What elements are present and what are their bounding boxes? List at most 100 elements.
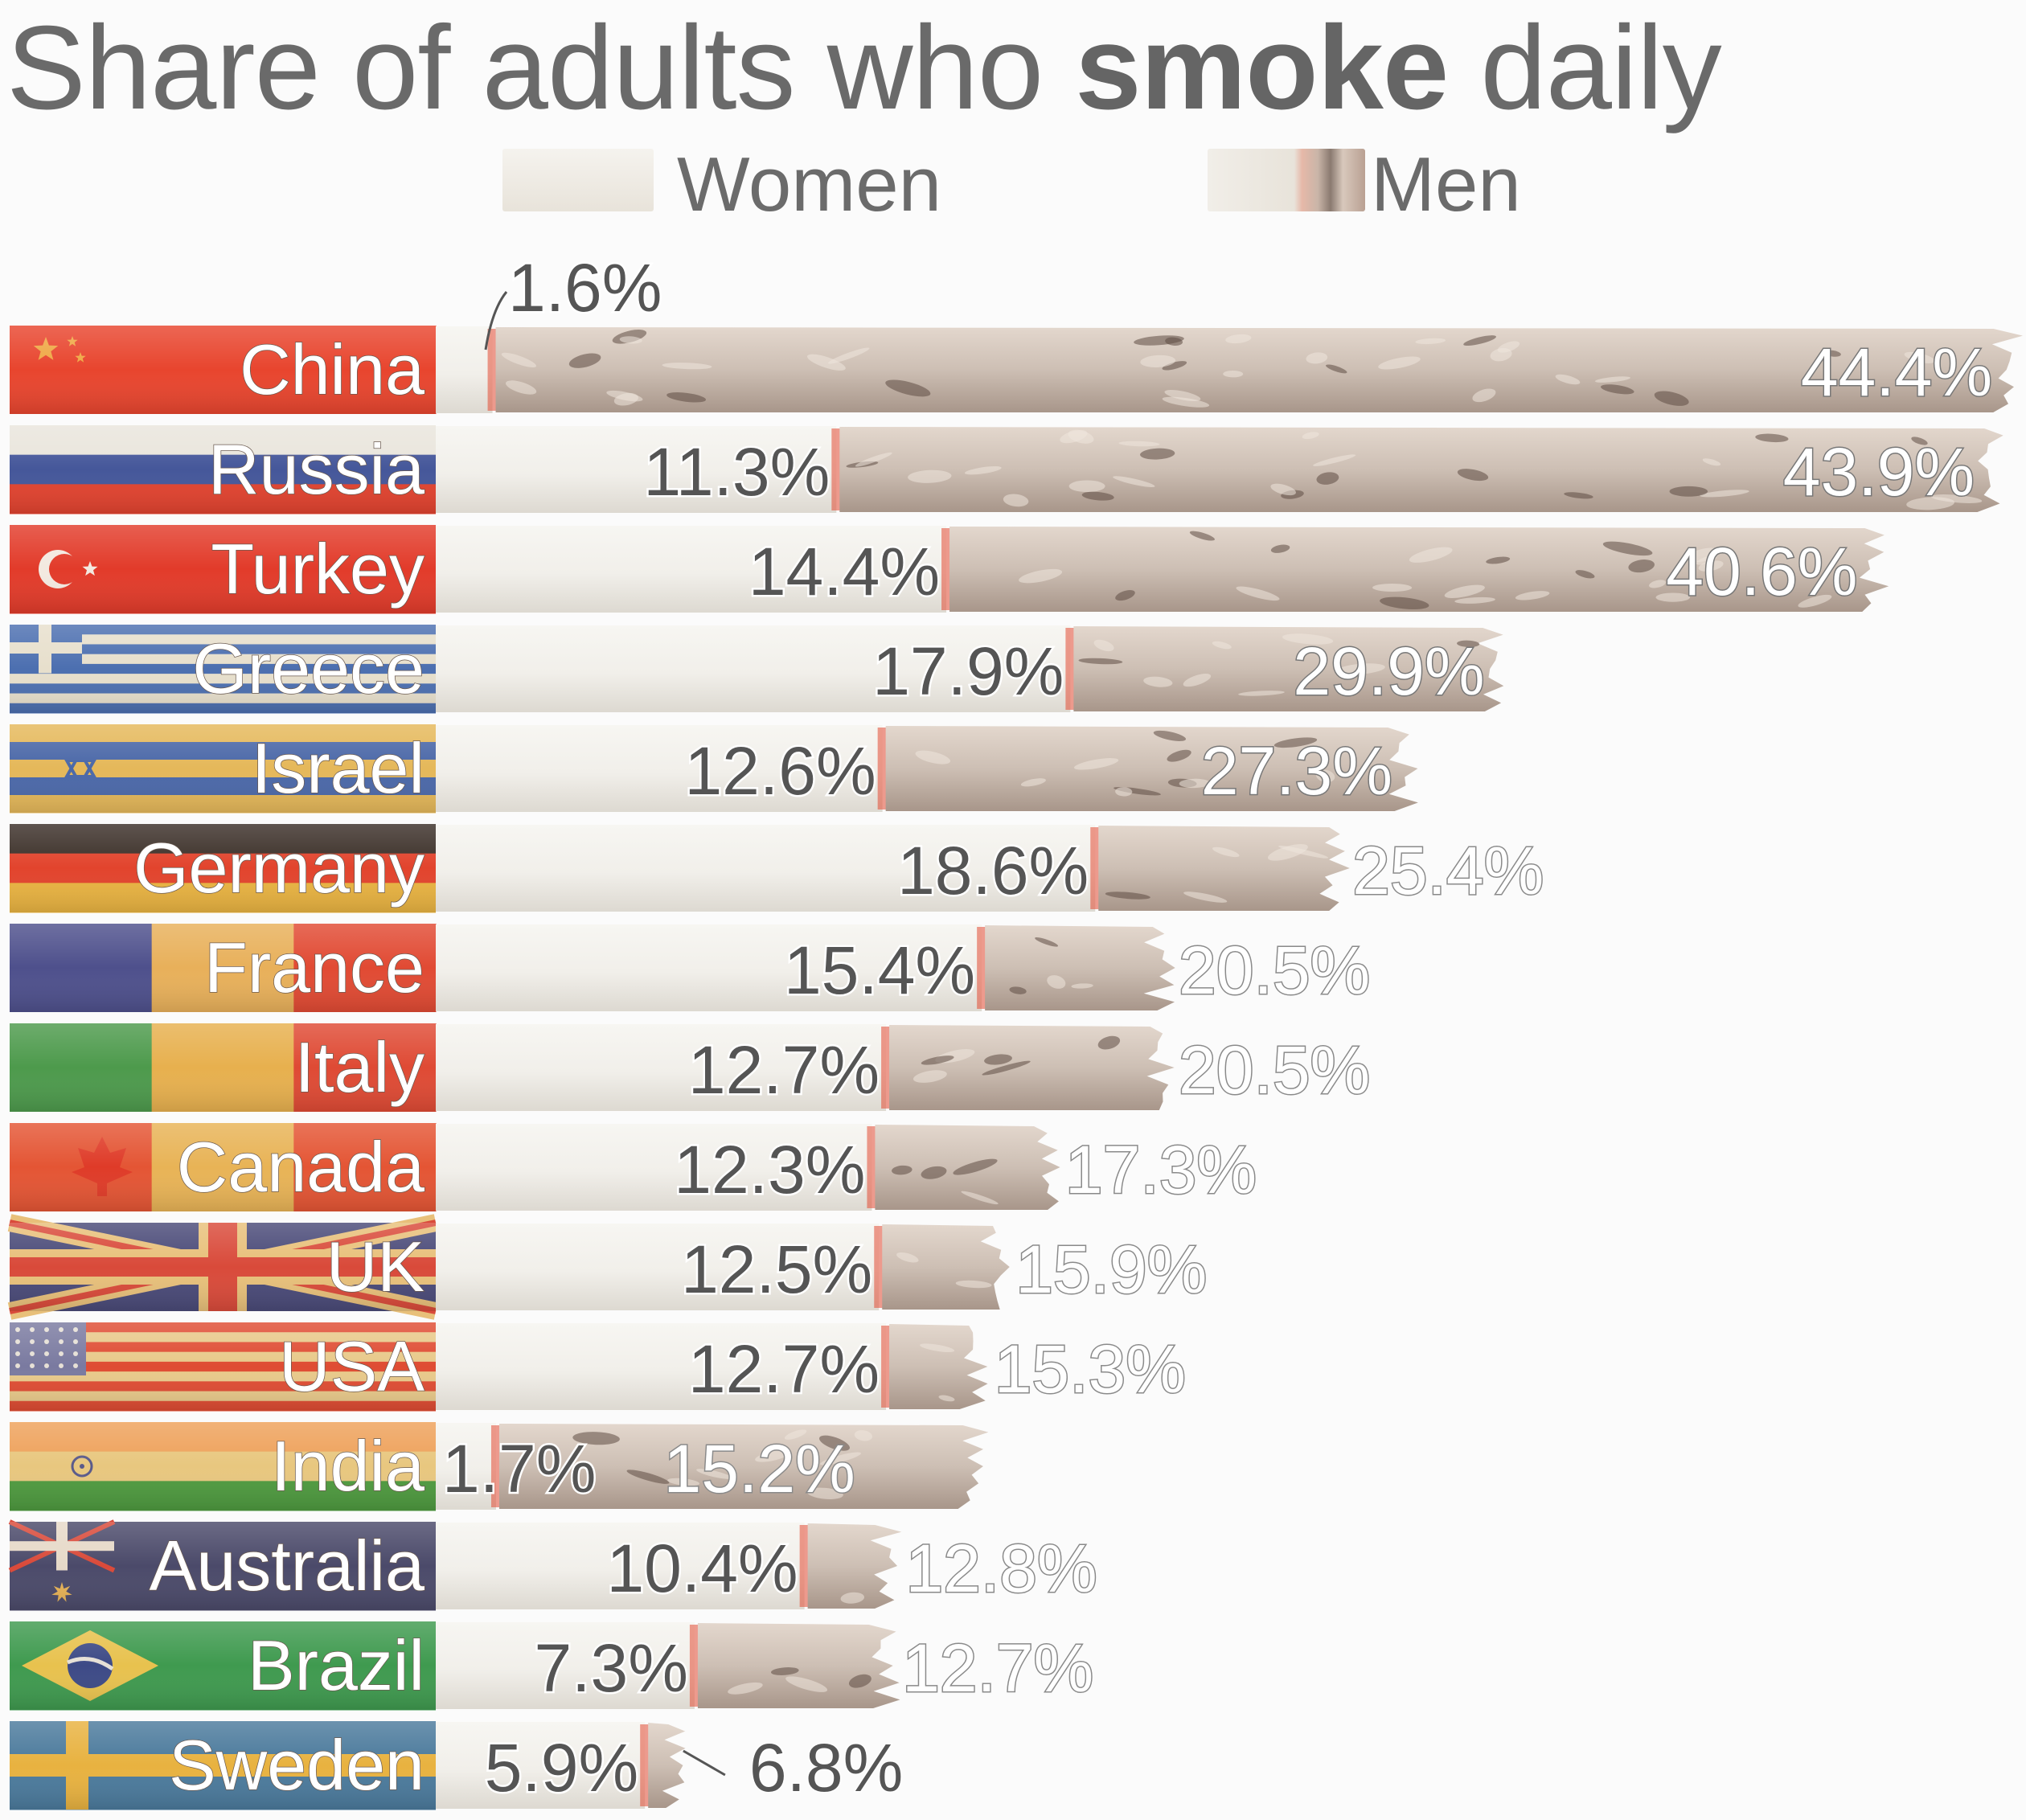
category-label-turkey: Turkey bbox=[211, 529, 424, 609]
ember-australia bbox=[799, 1525, 810, 1607]
ash-fleck bbox=[1306, 352, 1328, 364]
category-label-usa: USA bbox=[279, 1326, 424, 1406]
ash-fleck bbox=[1009, 986, 1027, 994]
ash-fleck bbox=[1515, 591, 1550, 601]
ash-fleck bbox=[1189, 531, 1215, 541]
ash-fleck bbox=[913, 1070, 947, 1083]
value-label-women-russia: 11.3% bbox=[643, 434, 830, 510]
bar-men-france bbox=[985, 925, 1175, 1010]
ash-fleck bbox=[1115, 590, 1135, 601]
category-label-canada: Canada bbox=[177, 1127, 424, 1207]
ash-fleck bbox=[921, 1166, 947, 1179]
ash-fleck bbox=[1060, 429, 1088, 444]
ember-sweden bbox=[640, 1724, 650, 1806]
ash-fleck bbox=[1409, 547, 1453, 563]
ash-fleck bbox=[1904, 351, 1935, 363]
bar-women-greece bbox=[436, 625, 1071, 712]
category-label-sweden: Sweden bbox=[169, 1725, 424, 1805]
ash-fleck bbox=[1270, 483, 1296, 496]
ash-fleck bbox=[1267, 843, 1308, 861]
bar-row-france: France 15.4% 20.5% bbox=[10, 924, 1372, 1012]
ash-fleck bbox=[1336, 663, 1385, 675]
ash-fleck bbox=[1134, 335, 1184, 346]
ash-fleck bbox=[666, 392, 707, 403]
ash-fleck bbox=[1035, 937, 1059, 947]
ash-fleck bbox=[1071, 983, 1093, 989]
ember-france bbox=[977, 927, 987, 1009]
value-label-men-israel: 27.3% bbox=[1201, 733, 1392, 809]
ash-fleck bbox=[827, 347, 870, 364]
category-label-india: India bbox=[271, 1426, 424, 1506]
category-label-brazil: Brazil bbox=[248, 1625, 424, 1705]
value-label-men-australia: 12.8% bbox=[905, 1531, 1097, 1606]
ash-fleck bbox=[1696, 555, 1717, 565]
value-label-men-usa: 15.3% bbox=[995, 1331, 1186, 1407]
leader-line-women-china bbox=[484, 291, 508, 350]
bar-chart: China 1.6% 44.4% Russia 11.3% 43.9% Turkey 14.4… bbox=[7, 248, 2023, 1810]
ash-fleck bbox=[1183, 892, 1228, 903]
flag-russia bbox=[10, 425, 436, 514]
legend-women-swatch bbox=[502, 149, 654, 211]
bar-row-brazil: Brazil 7.3% 12.7% bbox=[10, 1621, 1095, 1711]
ash-fleck bbox=[818, 1435, 851, 1451]
ash-fleck bbox=[728, 1682, 763, 1695]
bar-row-china: China 1.6% 44.4% bbox=[10, 248, 2023, 414]
ash-fleck bbox=[885, 379, 931, 397]
ash-fleck bbox=[961, 1191, 999, 1205]
ash-fleck bbox=[1906, 497, 1954, 510]
flag-india bbox=[10, 1422, 436, 1511]
ash-fleck bbox=[1143, 676, 1173, 687]
category-label-israel: Israel bbox=[252, 728, 424, 808]
value-label-women-australia: 10.4% bbox=[606, 1531, 798, 1606]
bar-women-israel bbox=[436, 725, 883, 812]
bar-men-italy bbox=[889, 1025, 1175, 1110]
legend-men-swatch bbox=[1208, 149, 1365, 211]
flag-turkey bbox=[10, 525, 436, 614]
ash-fleck bbox=[964, 466, 1002, 475]
value-label-men-italy: 20.5% bbox=[1179, 1032, 1370, 1108]
ash-fleck bbox=[1118, 441, 1160, 447]
ash-fleck bbox=[619, 336, 642, 344]
ash-fleck bbox=[1457, 469, 1489, 482]
ash-fleck bbox=[1486, 556, 1511, 564]
category-label-uk: UK bbox=[326, 1227, 424, 1306]
ash-fleck bbox=[1564, 492, 1593, 499]
value-label-men-germany: 25.4% bbox=[1352, 833, 1544, 908]
value-label-men-china: 44.4% bbox=[1801, 334, 1992, 410]
bar-women-usa bbox=[436, 1323, 887, 1410]
ash-fleck bbox=[840, 1592, 865, 1604]
ash-fleck bbox=[1162, 361, 1187, 371]
ash-fleck bbox=[1594, 376, 1630, 383]
ash-fleck bbox=[770, 1667, 799, 1675]
value-label-women-usa: 12.7% bbox=[688, 1331, 880, 1407]
value-label-women-canada: 12.3% bbox=[674, 1132, 865, 1207]
ash-fleck bbox=[1212, 641, 1232, 650]
ash-fleck bbox=[1183, 674, 1212, 687]
category-label-russia: Russia bbox=[208, 429, 424, 509]
flag-italy bbox=[10, 1023, 437, 1112]
bar-women-brazil bbox=[436, 1622, 695, 1709]
flag-germany bbox=[10, 824, 436, 913]
ash-fleck bbox=[1270, 544, 1290, 553]
flag-australia bbox=[8, 1519, 436, 1611]
ash-fleck bbox=[984, 1054, 1012, 1065]
ash-fleck bbox=[1698, 560, 1724, 572]
ash-fleck bbox=[784, 1429, 807, 1440]
ash-fleck bbox=[1302, 432, 1319, 440]
ash-fleck bbox=[1628, 560, 1655, 573]
ash-fleck bbox=[1700, 490, 1749, 498]
ash-fleck bbox=[572, 1432, 620, 1445]
bar-women-germany bbox=[436, 825, 1096, 912]
flag-greece bbox=[10, 625, 436, 714]
ember-india bbox=[490, 1425, 501, 1507]
category-label-france: France bbox=[204, 928, 424, 1007]
bar-men-greece bbox=[1073, 626, 1504, 711]
ash-fleck bbox=[896, 1252, 919, 1263]
ash-fleck bbox=[1602, 541, 1653, 556]
ash-fleck bbox=[1097, 1035, 1121, 1050]
ash-fleck bbox=[1078, 658, 1123, 665]
value-label-women-sweden: 5.9% bbox=[485, 1730, 638, 1806]
value-label-men-greece: 29.9% bbox=[1293, 633, 1484, 709]
value-label-men-russia: 43.9% bbox=[1783, 434, 1975, 510]
value-label-women-india: 1.7% bbox=[442, 1431, 596, 1506]
